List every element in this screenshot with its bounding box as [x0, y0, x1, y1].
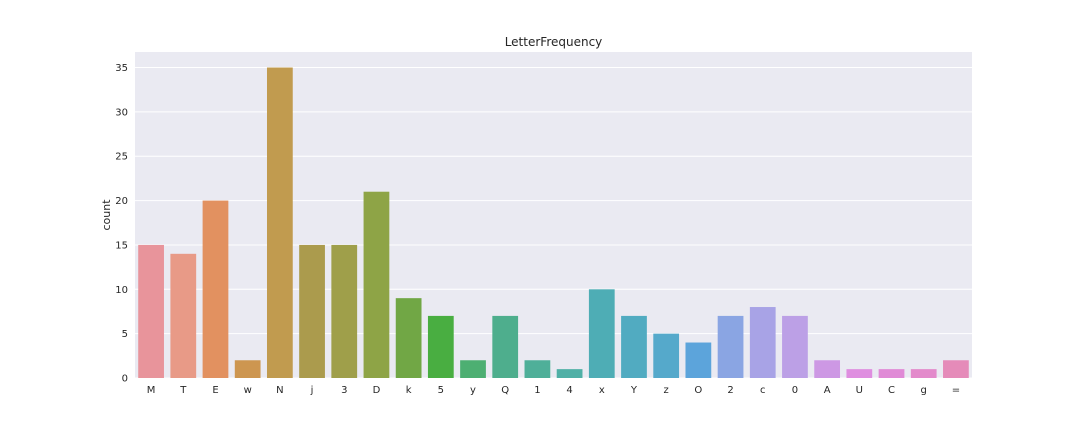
x-tick-label: M [147, 385, 156, 396]
x-tick-label: O [694, 385, 702, 396]
x-tick-label: T [179, 385, 187, 396]
bar-7 [363, 191, 390, 378]
x-tick-label: U [856, 385, 863, 396]
plot-background [135, 52, 972, 378]
bar-19 [749, 307, 776, 378]
bar-2 [202, 200, 229, 378]
bar-22 [846, 369, 873, 378]
bar-24 [910, 369, 937, 378]
y-tick-labels: 0 5 10 15 20 25 30 35 [115, 63, 128, 384]
x-tick-label: C [888, 385, 895, 396]
y-tick-label: 25 [115, 152, 128, 163]
y-tick-label: 10 [115, 285, 128, 296]
bar-0 [138, 244, 164, 378]
x-tick-label: x [599, 385, 605, 396]
x-tick-label: g [921, 385, 927, 396]
y-tick-label: 30 [115, 107, 128, 118]
x-tick-label: w [244, 385, 252, 396]
bar-18 [717, 315, 744, 378]
x-tick-label: Y [630, 385, 638, 396]
bar-20 [782, 315, 808, 378]
bar-25 [943, 360, 969, 378]
bar-21 [814, 360, 841, 378]
y-tick-label: 35 [115, 63, 128, 74]
bar-13 [556, 369, 583, 378]
bar-3 [234, 360, 261, 378]
bar-17 [685, 342, 712, 378]
y-tick-label: 5 [122, 329, 128, 340]
bar-14 [588, 289, 615, 378]
bar-16 [653, 333, 680, 378]
bar-1 [170, 253, 197, 378]
bar-5 [299, 244, 325, 378]
bar-6 [331, 244, 358, 378]
chart-title: LetterFrequency [505, 35, 603, 49]
y-tick-label: 20 [115, 196, 128, 207]
y-tick-label: 0 [122, 374, 128, 385]
bar-10 [460, 360, 486, 378]
y-tick-label: 15 [115, 240, 128, 251]
x-tick-label: 0 [792, 385, 798, 396]
bar-12 [524, 360, 551, 378]
x-tick-label: 2 [727, 385, 733, 396]
x-tick-label: D [373, 385, 381, 396]
x-tick-label: 4 [566, 385, 572, 396]
bar-8 [395, 298, 422, 378]
bar-9 [427, 315, 454, 378]
x-tick-label: j [310, 385, 314, 396]
x-tick-label: Q [501, 385, 509, 396]
x-tick-label: y [470, 385, 476, 396]
x-tick-label: N [276, 385, 283, 396]
x-tick-label: k [406, 385, 412, 396]
bars [138, 67, 969, 379]
x-tick-label: 5 [438, 385, 444, 396]
y-axis-label: count [100, 199, 113, 231]
bar-11 [492, 315, 519, 378]
x-tick-label: 3 [341, 385, 347, 396]
bar-4 [266, 67, 293, 379]
x-tick-label: z [664, 385, 669, 396]
x-tick-label: E [212, 385, 218, 396]
x-tick-label: A [824, 385, 831, 396]
bar-23 [878, 369, 905, 378]
x-tick-label: 1 [534, 385, 540, 396]
x-tick-label: = [952, 385, 960, 396]
bar-15 [621, 315, 647, 378]
x-tick-label: c [760, 385, 766, 396]
